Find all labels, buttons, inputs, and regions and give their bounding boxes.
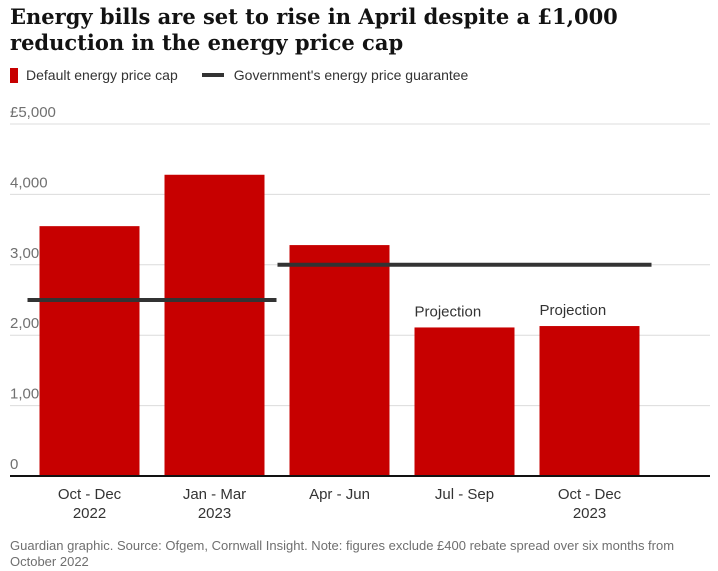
x-tick-label: 2023 bbox=[573, 505, 606, 522]
y-tick-label: £5,000 bbox=[10, 104, 56, 121]
legend-label-price-cap: Default energy price cap bbox=[26, 67, 178, 83]
bar-annotation: Projection bbox=[415, 303, 482, 320]
bar-2 bbox=[164, 174, 265, 476]
bar-5 bbox=[539, 326, 640, 476]
y-tick-label: 1,000 bbox=[10, 386, 48, 403]
x-tick-label: Apr - Jun bbox=[309, 486, 370, 503]
bar-3 bbox=[289, 245, 390, 476]
y-tick-label: 0 bbox=[10, 456, 18, 473]
legend-label-price-guarantee: Government's energy price guarantee bbox=[233, 67, 469, 83]
legend-item-price-cap: Default energy price cap bbox=[10, 67, 178, 83]
x-tick-label: Jan - Mar bbox=[183, 486, 246, 503]
legend-item-price-guarantee: Government's energy price guarantee bbox=[201, 67, 469, 83]
bar-annotation: Projection bbox=[540, 302, 607, 319]
legend-swatch-price-guarantee bbox=[201, 73, 224, 77]
bar-1 bbox=[39, 226, 140, 476]
bar-4 bbox=[414, 327, 515, 476]
x-tick-label: Jul - Sep bbox=[435, 486, 494, 503]
chart-title: Energy bills are set to rise in April de… bbox=[10, 4, 618, 55]
x-tick-label: Oct - Dec bbox=[58, 486, 122, 503]
legend-swatch-price-cap bbox=[10, 67, 18, 83]
x-tick-label: Oct - Dec bbox=[558, 486, 622, 503]
y-tick-label: 3,000 bbox=[10, 245, 48, 262]
source-note: Guardian graphic. Source: Ofgem, Cornwal… bbox=[10, 538, 675, 569]
bar-chart: £5,000 4,000 3,000 2,000 1,000 0 Projection Pro… bbox=[10, 104, 710, 522]
legend: Default energy price cap Government's en… bbox=[10, 67, 492, 83]
y-tick-label: 4,000 bbox=[10, 174, 48, 191]
x-tick-label: 2023 bbox=[198, 505, 231, 522]
x-tick-label: 2022 bbox=[73, 505, 106, 522]
y-tick-label: 2,000 bbox=[10, 315, 48, 332]
